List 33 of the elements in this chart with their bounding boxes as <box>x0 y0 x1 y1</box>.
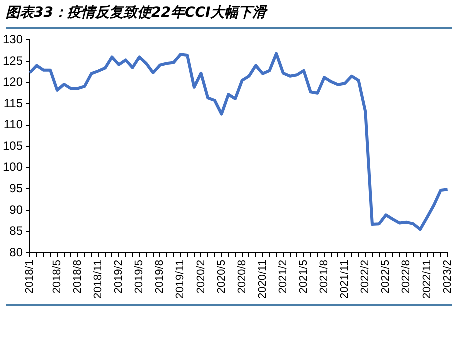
x-tick-label: 2019/8 <box>154 260 166 294</box>
y-tick-label: 105 <box>2 138 24 153</box>
x-tick-label: 2018/5 <box>51 260 64 294</box>
x-tick-label: 2021/8 <box>318 260 331 294</box>
x-tick-label: 2020/5 <box>216 260 228 294</box>
x-tick-label: 2020/11 <box>256 260 269 300</box>
x-tick-label: 2021/2 <box>277 260 290 294</box>
x-tick-label: 2019/2 <box>113 260 126 294</box>
y-tick-label: 130 <box>2 32 24 47</box>
y-tick-label: 115 <box>4 96 24 110</box>
x-tick-label: 2023/2 <box>442 260 454 294</box>
x-tick-label: 2021/11 <box>339 260 352 300</box>
y-tick-label: 110 <box>4 118 24 132</box>
x-tick-label: 2019/11 <box>174 260 187 300</box>
x-tick-label: 2021/5 <box>298 260 310 294</box>
x-tick-label: 2018/8 <box>72 260 84 294</box>
x-tick-label: 2019/5 <box>134 260 146 294</box>
x-tick-label: 2018/1 <box>24 260 36 294</box>
y-tick-label: 80 <box>10 245 24 260</box>
x-tick-label: 2022/11 <box>421 260 434 300</box>
chart-title: 图表33：疫情反复致使22年CCI大幅下滑 <box>6 4 267 22</box>
x-tick-label: 2020/2 <box>195 260 208 294</box>
y-tick-label: 120 <box>2 75 24 90</box>
x-tick-label: 2022/2 <box>360 260 372 294</box>
y-tick-label: 85 <box>10 224 24 238</box>
x-tick-label: 2022/8 <box>400 260 413 294</box>
y-tick-label: 90 <box>10 202 24 217</box>
y-tick-label: 100 <box>2 160 24 174</box>
x-tick-label: 2018/11 <box>92 260 105 300</box>
x-tick-label: 2020/8 <box>236 260 248 294</box>
x-tick-label: 2022/5 <box>380 260 392 294</box>
y-tick-label: 125 <box>2 54 24 68</box>
y-tick-label: 95 <box>10 182 24 196</box>
